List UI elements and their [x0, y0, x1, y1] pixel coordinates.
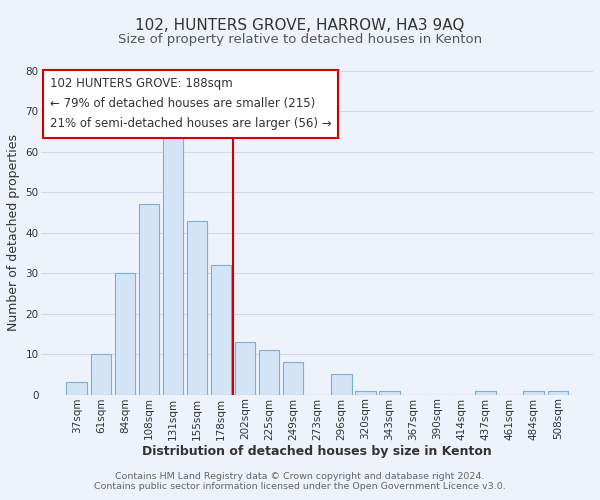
Bar [139, 204, 159, 394]
Text: 102, HUNTERS GROVE, HARROW, HA3 9AQ: 102, HUNTERS GROVE, HARROW, HA3 9AQ [136, 18, 464, 32]
Bar [283, 362, 304, 394]
Bar [67, 382, 87, 394]
Text: Contains HM Land Registry data © Crown copyright and database right 2024.: Contains HM Land Registry data © Crown c… [115, 472, 485, 481]
Y-axis label: Number of detached properties: Number of detached properties [7, 134, 20, 332]
Bar [163, 128, 183, 394]
Bar [475, 390, 496, 394]
Bar [355, 390, 376, 394]
Bar [211, 265, 231, 394]
Bar [259, 350, 280, 395]
Bar [523, 390, 544, 394]
Bar [379, 390, 400, 394]
Bar [115, 273, 135, 394]
X-axis label: Distribution of detached houses by size in Kenton: Distribution of detached houses by size … [142, 445, 492, 458]
Bar [91, 354, 111, 395]
Bar [187, 220, 207, 394]
Text: Contains public sector information licensed under the Open Government Licence v3: Contains public sector information licen… [94, 482, 506, 491]
Text: Size of property relative to detached houses in Kenton: Size of property relative to detached ho… [118, 32, 482, 46]
Bar [331, 374, 352, 394]
Text: 102 HUNTERS GROVE: 188sqm
← 79% of detached houses are smaller (215)
21% of semi: 102 HUNTERS GROVE: 188sqm ← 79% of detac… [50, 78, 331, 130]
Bar [548, 390, 568, 394]
Bar [235, 342, 255, 394]
